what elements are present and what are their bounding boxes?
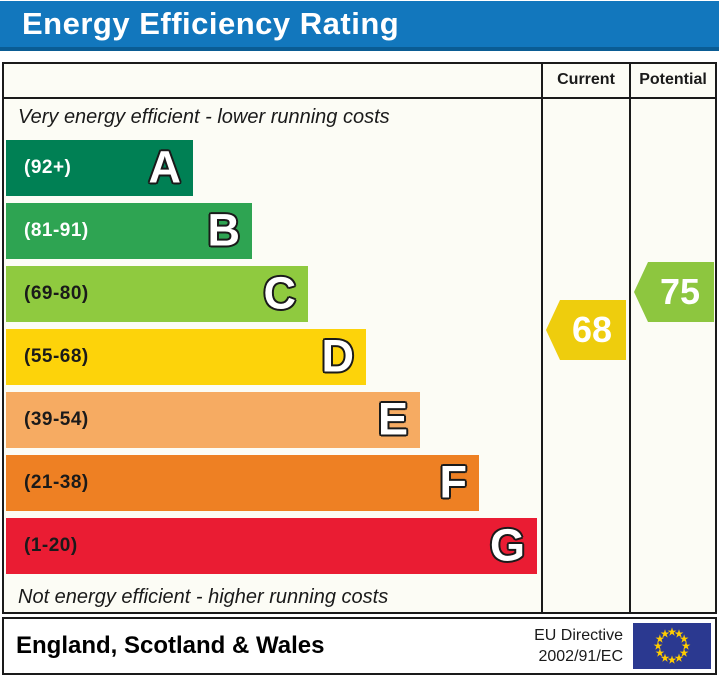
band-row-e: (39-54) E <box>6 392 420 448</box>
band-letter: E <box>377 393 408 445</box>
band-letter: G <box>489 519 525 571</box>
band-range-label: (92+) <box>24 157 72 178</box>
eu-directive-label: EU Directive 2002/91/EC <box>534 625 623 667</box>
band-row-c: (69-80) C <box>6 266 308 322</box>
band-row-a: (92+) A <box>6 140 193 196</box>
band-row-g: (1-20) G <box>6 518 537 574</box>
page-title: Energy Efficiency Rating <box>22 6 400 41</box>
bottom-caption: Not energy efficient - higher running co… <box>18 586 389 608</box>
band-range-label: (55-68) <box>24 346 89 367</box>
band-range-label: (21-38) <box>24 472 89 493</box>
band-range-label: (1-20) <box>24 535 78 556</box>
eu-flag-icon <box>633 623 715 669</box>
rating-chart: Current Potential Very energy efficient … <box>2 62 717 614</box>
band-letter: A <box>148 141 182 193</box>
band-letter: D <box>321 330 355 382</box>
band-letter: C <box>263 267 297 319</box>
top-caption: Very energy efficient - lower running co… <box>18 106 390 128</box>
potential-rating-value: 75 <box>659 271 701 312</box>
title-bar: Energy Efficiency Rating <box>0 1 719 51</box>
band-range-label: (81-91) <box>24 220 89 241</box>
current-column-divider <box>541 64 543 612</box>
footer-bar: England, Scotland & Wales EU Directive 2… <box>2 617 717 675</box>
potential-rating-arrow: 75 <box>634 262 714 322</box>
eu-directive-line1: EU Directive <box>534 627 623 644</box>
potential-column-header: Potential <box>639 71 707 88</box>
current-rating-value: 68 <box>571 309 613 350</box>
band-range-label: (69-80) <box>24 283 89 304</box>
region-label: England, Scotland & Wales <box>16 632 325 659</box>
eu-directive-line2: 2002/91/EC <box>538 648 623 665</box>
potential-column-divider <box>629 64 631 612</box>
band-letter: F <box>439 456 468 508</box>
band-range-label: (39-54) <box>24 409 89 430</box>
current-column-header: Current <box>557 71 615 88</box>
band-letter: B <box>207 204 241 256</box>
band-row-f: (21-38) F <box>6 455 479 511</box>
band-row-b: (81-91) B <box>6 203 252 259</box>
header-divider-line <box>4 97 715 99</box>
current-rating-arrow: 68 <box>546 300 626 360</box>
band-row-d: (55-68) D <box>6 329 366 385</box>
